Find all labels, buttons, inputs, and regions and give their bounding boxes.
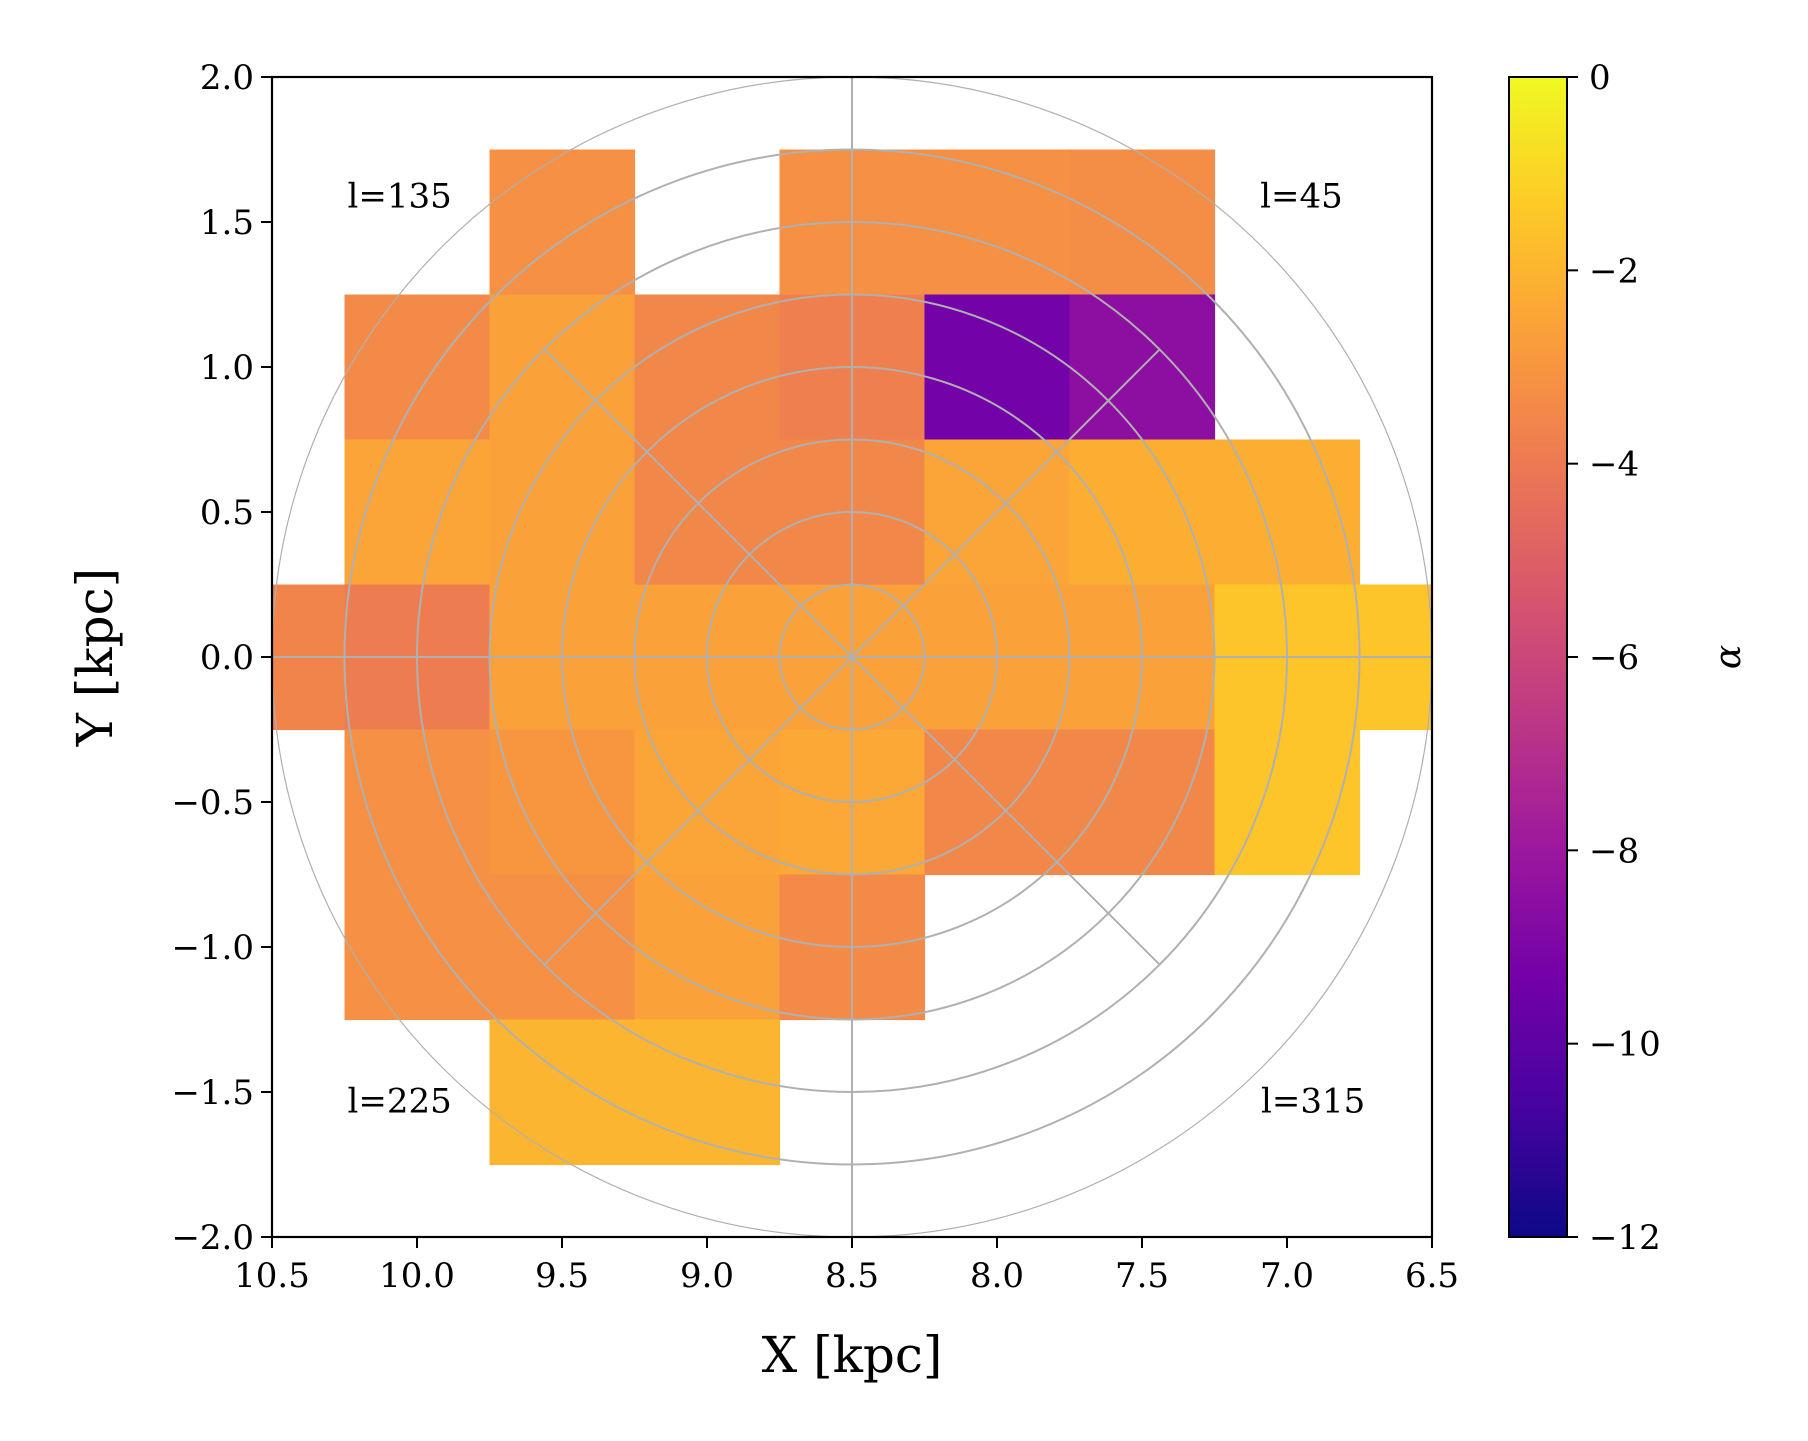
- heatmap-cell: [344, 729, 491, 876]
- colorbar-tick-label: 0: [1589, 58, 1611, 98]
- y-tick-label: 0.5: [200, 493, 254, 533]
- heatmap-cell: [1214, 439, 1361, 586]
- polar-grid: [272, 77, 1432, 1237]
- x-tick-label: 7.5: [1115, 1256, 1169, 1296]
- heatmap-cell: [489, 1019, 636, 1166]
- heatmap-cell: [489, 439, 636, 586]
- colorbar-ticks: 0 −2 −4 −6 −8 −10 −12: [1567, 58, 1661, 1258]
- heatmap-cell: [1069, 729, 1216, 876]
- colorbar-tick-label: −2: [1589, 251, 1639, 291]
- heatmap-cell: [1214, 729, 1361, 876]
- x-axis-ticks: 10.5 10.0 9.5 9.0 8.5 8.0 7.5 7.0 6.5: [234, 1237, 1459, 1296]
- x-tick-label: 6.5: [1405, 1256, 1459, 1296]
- y-tick-label: −1.5: [171, 1073, 254, 1113]
- grid-spoke: [543, 348, 853, 658]
- longitude-label: l=135: [347, 177, 451, 217]
- longitude-label: l=45: [1260, 177, 1343, 217]
- x-tick-label: 8.5: [825, 1256, 879, 1296]
- y-axis-title: Y [kpc]: [66, 568, 124, 747]
- colorbar: [1508, 76, 1568, 1238]
- heatmap-cell: [634, 874, 781, 1021]
- longitude-label: l=315: [1261, 1081, 1365, 1121]
- x-tick-label: 8.0: [970, 1256, 1024, 1296]
- colorbar-tick-label: −10: [1589, 1025, 1661, 1065]
- y-tick-label: 2.0: [200, 58, 254, 98]
- x-tick-label: 7.0: [1260, 1256, 1314, 1296]
- heatmap-cell: [634, 294, 781, 441]
- colorbar-title: α: [1708, 645, 1749, 669]
- y-tick-label: −0.5: [171, 783, 254, 823]
- longitude-labels: l=135 l=45 l=225 l=315: [347, 177, 1365, 1122]
- y-tick-label: −2.0: [171, 1218, 254, 1258]
- x-tick-label: 10.0: [379, 1256, 455, 1296]
- colorbar-tick-label: −8: [1589, 831, 1639, 871]
- heatmap-cell: [924, 294, 1071, 441]
- y-axis-ticks: 2.0 1.5 1.0 0.5 0.0 −0.5 −1.0 −1.5 −2.0: [171, 58, 272, 1258]
- grid-spoke: [851, 348, 1161, 658]
- y-tick-label: 1.5: [200, 203, 254, 243]
- grid-spoke: [543, 656, 853, 966]
- colorbar-tick-label: −6: [1589, 638, 1639, 678]
- heatmap-cell: [344, 874, 491, 1021]
- colorbar-tick-label: −4: [1589, 445, 1639, 485]
- heatmap-cell: [1069, 149, 1216, 296]
- x-axis-title: X [kpc]: [762, 1326, 943, 1384]
- x-tick-label: 9.5: [535, 1256, 589, 1296]
- grid-spoke: [851, 656, 1161, 966]
- heatmap-cell: [344, 294, 491, 441]
- x-tick-label: 9.0: [680, 1256, 734, 1296]
- y-tick-label: 1.0: [200, 348, 254, 388]
- heatmap-cell: [1069, 439, 1216, 586]
- heatmap-cell: [344, 439, 491, 586]
- x-tick-label: 10.5: [234, 1256, 310, 1296]
- longitude-label: l=225: [347, 1081, 451, 1121]
- heatmap-cell: [489, 729, 636, 876]
- heatmap-cell: [924, 149, 1071, 296]
- y-tick-label: −1.0: [171, 928, 254, 968]
- heatmap-cell: [489, 149, 636, 296]
- heatmap-cell: [634, 1019, 781, 1166]
- colorbar-tick-label: −12: [1589, 1218, 1661, 1258]
- y-tick-label: 0.0: [200, 638, 254, 678]
